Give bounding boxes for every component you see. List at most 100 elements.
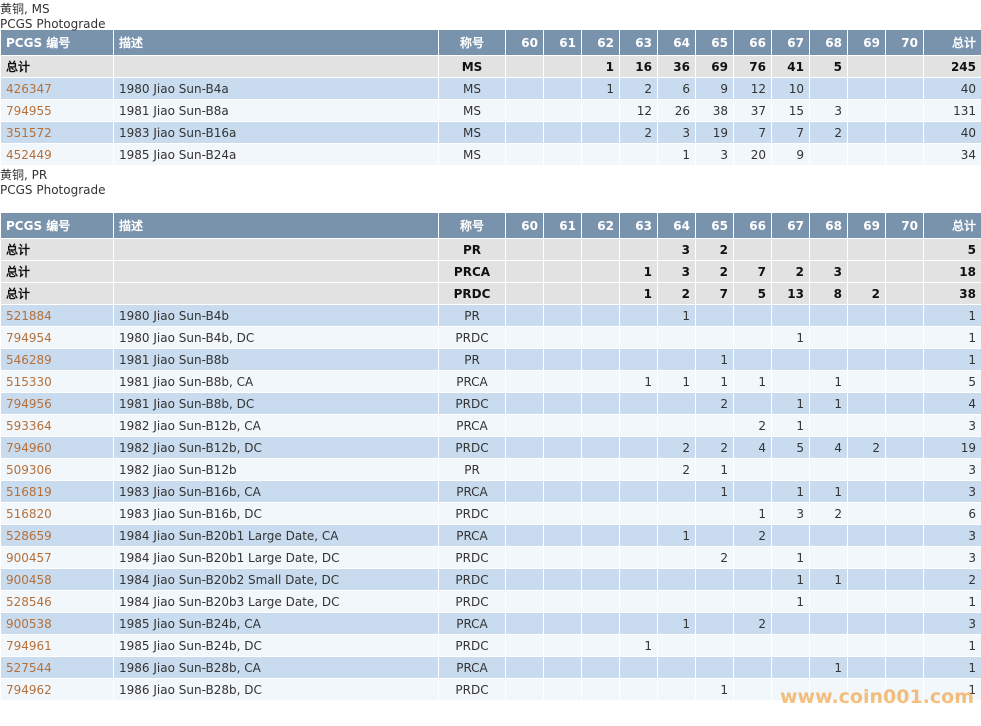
coin-row: 452449 1985 Jiao Sun-B24a MS 1 3 20 9 34 xyxy=(0,143,981,166)
pcgs-id-link[interactable]: 794962 xyxy=(6,682,52,697)
count-cell xyxy=(847,656,886,679)
grade-cell: PRDC xyxy=(438,590,506,613)
header-row: PCGS 编号 描述 称号 60 61 62 63 64 65 66 67 68 69 70 总计 xyxy=(0,29,981,56)
count-cell xyxy=(657,590,696,613)
count-cell xyxy=(847,502,886,525)
count-cell: 76 xyxy=(733,55,772,78)
header-cell: 61 xyxy=(543,212,582,239)
count-cell xyxy=(581,121,620,144)
count-cell xyxy=(505,634,544,657)
count-cell: 5 xyxy=(733,282,772,305)
grade-cell: MS xyxy=(438,55,506,78)
count-cell xyxy=(733,304,772,327)
count-cell xyxy=(733,634,772,657)
count-cell xyxy=(543,458,582,481)
pcgs-id-link[interactable]: 351572 xyxy=(6,125,52,140)
grade-cell: PRDC xyxy=(438,678,506,701)
count-cell: 3 xyxy=(771,502,810,525)
count-cell xyxy=(847,143,886,166)
count-cell xyxy=(733,458,772,481)
grade-cell: PR xyxy=(438,348,506,371)
count-cell: 2 xyxy=(695,392,734,415)
count-cell xyxy=(771,612,810,635)
pcgs-id-link[interactable]: 794954 xyxy=(6,330,52,345)
count-cell xyxy=(619,590,658,613)
pcgs-id-link[interactable]: 516820 xyxy=(6,506,52,521)
count-cell xyxy=(847,612,886,635)
id-cell: 528546 xyxy=(0,590,114,613)
count-cell xyxy=(505,348,544,371)
count-cell xyxy=(581,634,620,657)
desc-cell: 1980 Jiao Sun-B4b, DC xyxy=(113,326,439,349)
photograde-link[interactable]: PCGS Photograde xyxy=(0,183,106,197)
count-cell xyxy=(543,55,582,78)
count-cell xyxy=(543,282,582,305)
pcgs-id-link[interactable]: 452449 xyxy=(6,147,52,162)
pcgs-id-link[interactable]: 794961 xyxy=(6,638,52,653)
desc-cell: 1984 Jiao Sun-B20b1 Large Date, DC xyxy=(113,546,439,569)
count-cell xyxy=(771,304,810,327)
total-cell: 3 xyxy=(923,414,981,437)
pcgs-id-link[interactable]: 515330 xyxy=(6,374,52,389)
coin-row: 546289 1981 Jiao Sun-B8b PR 1 1 xyxy=(0,348,981,371)
count-cell: 19 xyxy=(695,121,734,144)
grade-cell: MS xyxy=(438,77,506,100)
pcgs-id-link[interactable]: 593364 xyxy=(6,418,52,433)
table-body: PCGS 编号 描述 称号 60 61 62 63 64 65 66 67 68 69 70 总计 总计 PR 3… xyxy=(0,212,981,701)
count-cell xyxy=(733,348,772,371)
grade-cell: PRDC xyxy=(438,568,506,591)
count-cell xyxy=(543,546,582,569)
count-cell: 1 xyxy=(733,370,772,393)
count-cell xyxy=(657,414,696,437)
table-body: PCGS 编号 描述 称号 60 61 62 63 64 65 66 67 68 69 70 总计 总计 MS 1… xyxy=(0,29,981,166)
total-cell: 3 xyxy=(923,458,981,481)
count-cell: 1 xyxy=(657,612,696,635)
total-cell: 4 xyxy=(923,392,981,415)
photograde-link[interactable]: PCGS Photograde xyxy=(0,17,106,31)
total-label: 总计 xyxy=(0,282,114,305)
pcgs-id-link[interactable]: 426347 xyxy=(6,81,52,96)
count-cell xyxy=(581,480,620,503)
pcgs-id-link[interactable]: 509306 xyxy=(6,462,52,477)
count-cell xyxy=(695,590,734,613)
count-cell xyxy=(619,326,658,349)
count-cell xyxy=(543,502,582,525)
count-cell xyxy=(505,304,544,327)
count-cell xyxy=(885,121,924,144)
pcgs-id-link[interactable]: 794955 xyxy=(6,103,52,118)
pcgs-id-link[interactable]: 516819 xyxy=(6,484,52,499)
pcgs-id-link[interactable]: 794956 xyxy=(6,396,52,411)
count-cell xyxy=(733,568,772,591)
id-cell: 794962 xyxy=(0,678,114,701)
pcgs-id-link[interactable]: 900458 xyxy=(6,572,52,587)
section-banner: 黄铜, PR PCGS Photograde xyxy=(0,166,981,212)
count-cell xyxy=(543,414,582,437)
count-cell xyxy=(847,414,886,437)
count-cell xyxy=(543,612,582,635)
id-cell: 900538 xyxy=(0,612,114,635)
pcgs-id-link[interactable]: 527544 xyxy=(6,660,52,675)
count-cell xyxy=(771,524,810,547)
total-cell: 18 xyxy=(923,260,981,283)
id-cell: 794954 xyxy=(0,326,114,349)
count-cell xyxy=(581,99,620,122)
pcgs-id-link[interactable]: 794960 xyxy=(6,440,52,455)
count-cell xyxy=(809,238,848,261)
count-cell: 2 xyxy=(695,238,734,261)
count-cell: 1 xyxy=(695,348,734,371)
total-label: 总计 xyxy=(0,55,114,78)
count-cell xyxy=(505,370,544,393)
pcgs-id-link[interactable]: 521884 xyxy=(6,308,52,323)
count-cell: 2 xyxy=(695,436,734,459)
coin-row: 900457 1984 Jiao Sun-B20b1 Large Date, DC… xyxy=(0,546,981,569)
pcgs-id-link[interactable]: 546289 xyxy=(6,352,52,367)
count-cell xyxy=(885,326,924,349)
pcgs-id-link[interactable]: 900457 xyxy=(6,550,52,565)
pcgs-id-link[interactable]: 528546 xyxy=(6,594,52,609)
header-cell: 61 xyxy=(543,29,582,56)
coin-row: 794954 1980 Jiao Sun-B4b, DC PRDC 1 1 xyxy=(0,326,981,349)
pcgs-id-link[interactable]: 900538 xyxy=(6,616,52,631)
count-cell xyxy=(847,260,886,283)
pcgs-id-link[interactable]: 528659 xyxy=(6,528,52,543)
total-label: 总计 xyxy=(0,238,114,261)
